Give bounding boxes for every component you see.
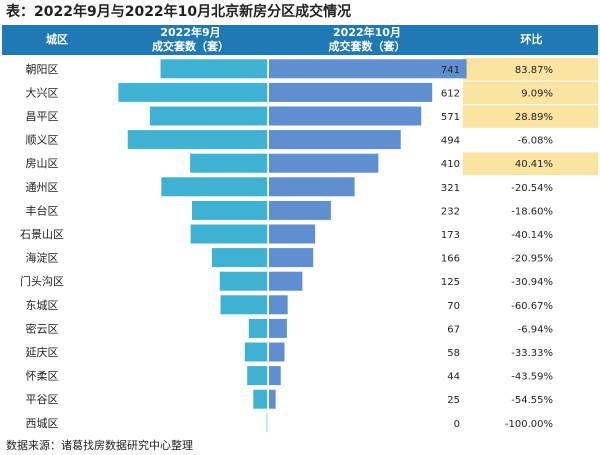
change-label-row-11: -60.67% <box>511 301 553 312</box>
oct-value-label-row-10: 125 <box>441 277 460 288</box>
butterfly-bar-chart: 朝阳区 741 83.87% 大兴区 612 9.09% 昌平区 571 28.89% 顺义区 49… <box>20 57 598 435</box>
oct-bar-row-6 <box>269 177 355 197</box>
district-label-row-16: 西城区 <box>26 417 59 430</box>
header-sep-count: 2022年9月 成交套数（套） <box>112 25 269 55</box>
oct-bar-row-4 <box>269 130 401 150</box>
sep-bar-row-4 <box>127 130 268 150</box>
oct-value-label-row-14: 44 <box>447 372 460 383</box>
oct-bar-row-15 <box>269 389 276 409</box>
oct-value-label-row-15: 25 <box>447 395 460 406</box>
oct-bar-row-14 <box>269 366 281 386</box>
change-highlight-row-2 <box>463 81 598 105</box>
district-label-row-15: 平谷区 <box>26 393 59 406</box>
oct-value-label-row-6: 321 <box>441 183 460 194</box>
change-label-row-4: -6.08% <box>518 136 553 147</box>
district-label-row-12: 密云区 <box>26 321 59 335</box>
oct-value-label-row-7: 232 <box>441 206 460 217</box>
district-label-row-9: 海淀区 <box>26 251 59 265</box>
change-label-row-10: -30.94% <box>511 277 553 288</box>
change-label-row-7: -18.60% <box>511 206 553 217</box>
oct-bar-row-5 <box>269 153 379 173</box>
district-label-row-5: 房山区 <box>26 157 59 170</box>
oct-bar-row-11 <box>269 295 288 315</box>
district-label-row-10: 门头沟区 <box>20 274 64 288</box>
oct-value-label-row-5: 410 <box>441 159 460 170</box>
change-label-row-14: -43.59% <box>511 372 553 383</box>
header-district: 城区 <box>46 33 68 46</box>
oct-bar-row-12 <box>269 318 287 338</box>
header-sep-line1: 2022年9月 <box>160 26 221 39</box>
sep-bar-row-3 <box>149 106 268 126</box>
change-label-row-15: -54.55% <box>511 395 553 406</box>
change-label-row-9: -20.95% <box>511 254 553 265</box>
oct-bar-row-10 <box>269 271 303 291</box>
change-label-row-6: -20.54% <box>511 183 553 194</box>
sep-bar-row-12 <box>248 318 268 338</box>
change-label-row-5: 40.41% <box>515 159 553 170</box>
table-header: 城区 2022年9月 成交套数（套） 2022年10月 成交套数（套） 环比 <box>2 25 598 55</box>
sep-bar-row-7 <box>192 200 268 220</box>
oct-value-label-row-1: 741 <box>441 65 460 76</box>
data-source-note: 数据来源：诸葛找房数据研究中心整理 <box>6 439 193 452</box>
oct-value-label-row-13: 58 <box>447 348 460 359</box>
oct-bar-row-1 <box>269 59 467 79</box>
oct-value-label-row-4: 494 <box>441 136 460 147</box>
change-label-row-8: -40.14% <box>511 230 553 241</box>
oct-bar-row-2 <box>269 82 433 102</box>
change-highlight-row-5 <box>463 152 598 175</box>
change-label-row-12: -6.94% <box>518 324 553 335</box>
district-label-row-14: 怀柔区 <box>26 370 59 383</box>
oct-bar-row-7 <box>269 200 331 220</box>
oct-bar-row-13 <box>269 342 285 362</box>
district-label-row-4: 顺义区 <box>26 134 59 147</box>
oct-value-label-row-3: 571 <box>441 112 460 123</box>
change-label-row-16: -100.00% <box>505 419 553 430</box>
change-label-row-2: 9.09% <box>521 88 553 99</box>
district-label-row-6: 通州区 <box>26 181 59 194</box>
oct-bar-row-9 <box>269 248 314 268</box>
header-oct-line1: 2022年10月 <box>333 26 401 39</box>
district-label-row-2: 大兴区 <box>26 85 59 99</box>
sep-bar-row-9 <box>212 248 268 268</box>
change-label-row-13: -33.33% <box>511 348 553 359</box>
change-highlight-row-1 <box>463 58 598 81</box>
sep-bar-row-13 <box>244 342 268 362</box>
table-title: 表：2022年9月与2022年10月北京新房分区成交情况 <box>6 4 352 20</box>
sep-bar-row-11 <box>220 295 268 315</box>
oct-value-label-row-11: 70 <box>447 301 460 312</box>
sep-bar-row-6 <box>161 177 268 197</box>
district-label-row-7: 丰台区 <box>26 203 59 217</box>
sep-bar-row-10 <box>219 271 268 291</box>
sep-bar-row-5 <box>190 153 268 173</box>
header-oct-line2: 成交套数（套） <box>328 40 406 53</box>
district-label-row-11: 东城区 <box>26 299 59 312</box>
sep-bar-row-14 <box>247 366 268 386</box>
oct-bar-row-3 <box>269 106 422 126</box>
sep-bar-row-2 <box>118 82 269 102</box>
header-change: 环比 <box>520 33 543 46</box>
district-label-row-3: 昌平区 <box>26 110 59 123</box>
change-label-row-3: 28.89% <box>515 112 553 123</box>
sep-bar-row-15 <box>253 389 268 409</box>
change-highlight-row-3 <box>463 105 598 128</box>
oct-value-label-row-16: 0 <box>454 419 460 430</box>
oct-value-label-row-2: 612 <box>441 88 460 99</box>
district-label-row-8: 石景山区 <box>20 228 64 241</box>
sep-bar-row-8 <box>190 224 268 244</box>
oct-bar-row-8 <box>269 224 316 244</box>
change-label-row-1: 83.87% <box>515 65 553 76</box>
sep-bar-row-1 <box>160 59 268 79</box>
district-label-row-13: 延庆区 <box>26 345 59 359</box>
header-sep-line2: 成交套数（套） <box>152 40 229 53</box>
oct-value-label-row-8: 173 <box>441 230 460 241</box>
oct-value-label-row-12: 67 <box>447 324 460 335</box>
header-oct-count: 2022年10月 成交套数（套） <box>269 25 465 55</box>
district-label-row-1: 朝阳区 <box>26 63 59 76</box>
oct-value-label-row-9: 166 <box>441 254 460 265</box>
